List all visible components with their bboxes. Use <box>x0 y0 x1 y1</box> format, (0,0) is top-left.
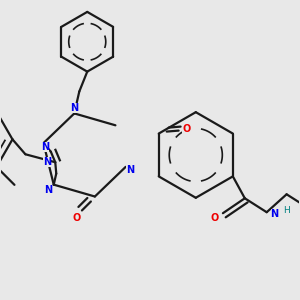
Text: H: H <box>283 206 290 215</box>
Text: N: N <box>70 103 78 113</box>
Text: N: N <box>271 209 279 219</box>
Text: N: N <box>126 165 134 175</box>
Text: O: O <box>211 213 219 223</box>
Text: N: N <box>41 142 49 152</box>
Text: N: N <box>44 184 52 195</box>
Text: O: O <box>182 124 191 134</box>
Text: O: O <box>73 213 81 224</box>
Text: N: N <box>43 157 51 167</box>
